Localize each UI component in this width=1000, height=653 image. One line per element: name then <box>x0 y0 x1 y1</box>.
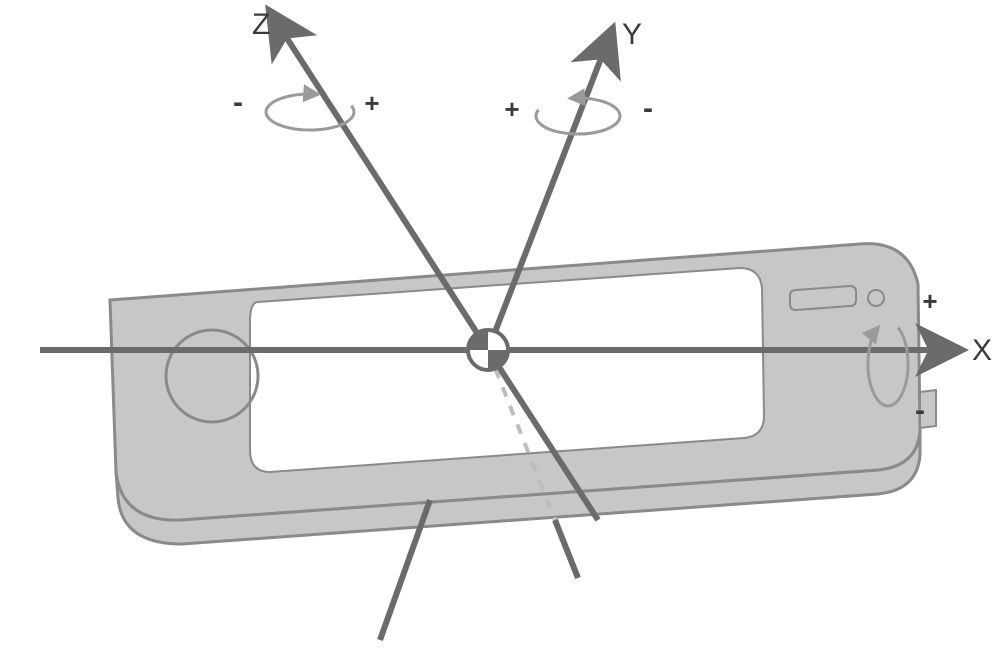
z-rotation-icon <box>266 94 354 130</box>
y-axis-label: Y <box>622 18 642 51</box>
z-plus-label: + <box>364 88 379 118</box>
x-axis-label: X <box>972 334 992 367</box>
x-minus-label: - <box>915 394 925 427</box>
x-plus-label: + <box>922 286 937 316</box>
z-axis-label: Z <box>252 8 270 41</box>
y-axis-neg <box>555 520 578 578</box>
z-minus-label: - <box>233 86 243 119</box>
y-plus-label: + <box>504 94 519 124</box>
phone-device <box>110 244 936 544</box>
coordinate-diagram: + - + - + - X Y Z <box>0 0 1000 653</box>
y-minus-label: - <box>643 92 653 125</box>
